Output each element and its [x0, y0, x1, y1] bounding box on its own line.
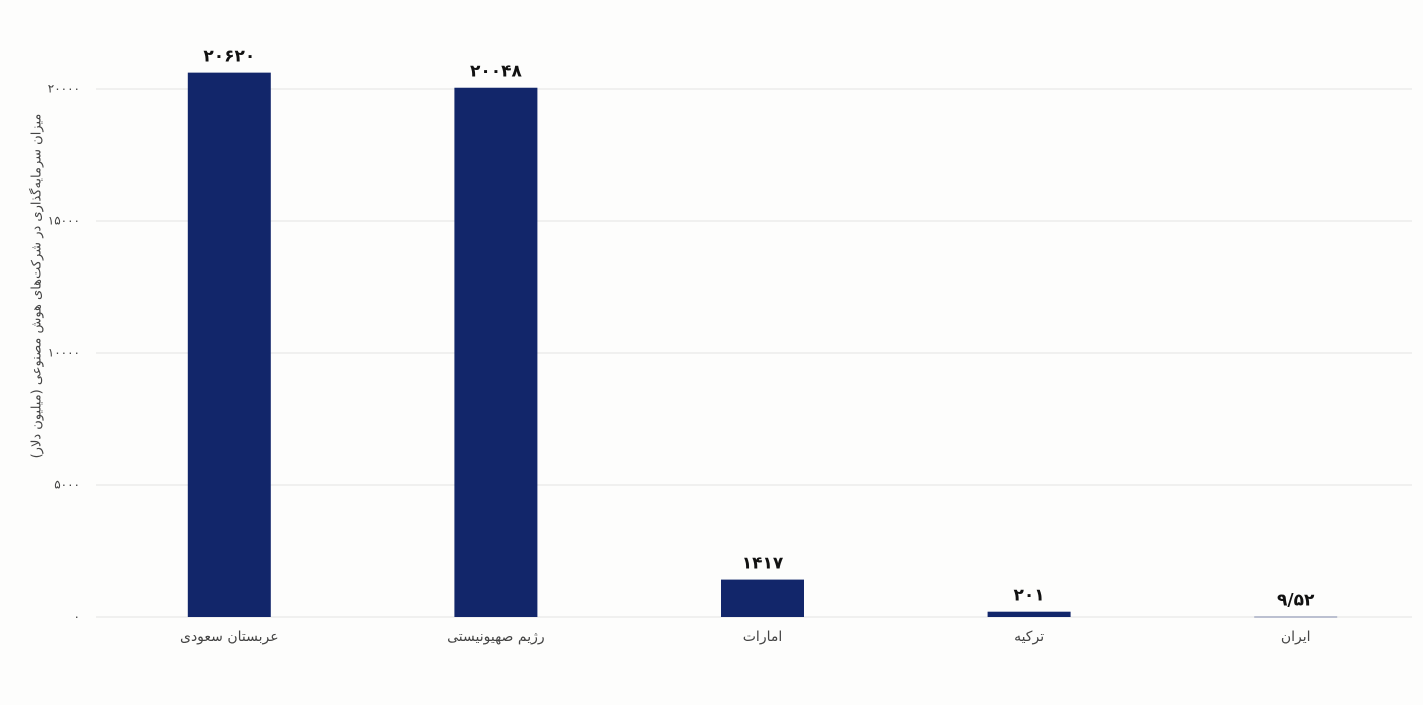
- y-tick-label: ۱۰۰۰۰: [48, 346, 80, 360]
- y-tick-label: ۲۰۰۰۰: [48, 82, 80, 96]
- value-label: ۹/۵۲: [1277, 591, 1315, 611]
- y-tick-label: ۵۰۰۰: [54, 478, 80, 492]
- y-tick-label: ۰: [74, 610, 80, 624]
- value-label: ۲۰۶۲۰: [203, 47, 255, 67]
- x-tick-label: عربستان سعودی: [180, 629, 279, 645]
- bar: [454, 87, 538, 618]
- value-label: ۲۰۱: [1014, 586, 1045, 606]
- y-axis-label: میزان سرمایه‌گذاری در شرکت‌های هوش مصنوع…: [29, 114, 45, 459]
- value-label: ۲۰۰۴۸: [470, 62, 523, 82]
- x-tick-label: رژیم صهیونیستی: [447, 629, 545, 645]
- x-tick-label: ایران: [1281, 629, 1311, 645]
- bar: [187, 72, 271, 617]
- bar: [721, 579, 804, 617]
- x-tick-label: ترکیه: [1014, 629, 1044, 645]
- bar: [1254, 616, 1338, 618]
- value-label: ۱۴۱۷: [742, 554, 784, 574]
- x-tick-label: امارات: [743, 629, 782, 645]
- y-tick-label: ۱۵۰۰۰: [48, 214, 80, 228]
- bar: [987, 611, 1071, 617]
